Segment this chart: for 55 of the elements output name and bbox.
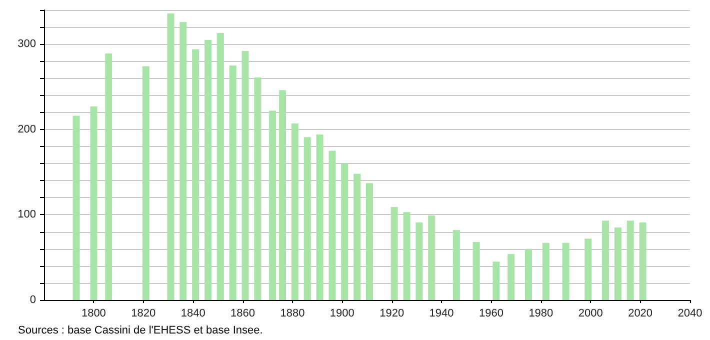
bar (626, 220, 634, 300)
bar (304, 137, 311, 300)
bar (492, 262, 500, 300)
bar (328, 150, 336, 300)
bar (192, 49, 200, 300)
x-tick-label: 1840 (180, 308, 206, 320)
bar (639, 222, 646, 300)
x-tick-label: 2020 (628, 308, 653, 320)
bar (428, 216, 436, 300)
x-tick-label: 2040 (678, 308, 702, 320)
x-tick-label: 1820 (131, 308, 156, 320)
y-tick-label: 200 (18, 123, 36, 136)
x-tick-label: 1860 (230, 308, 256, 320)
bar (390, 207, 398, 300)
bar (316, 134, 324, 300)
x-tick-label: 1920 (380, 308, 404, 320)
bar (72, 116, 80, 300)
x-tick-label: 1800 (81, 308, 106, 320)
bar (472, 242, 480, 300)
bar (204, 40, 212, 300)
bar (167, 13, 174, 300)
bar (354, 174, 361, 300)
bar (366, 183, 373, 300)
bar (216, 33, 224, 300)
bar (269, 110, 276, 300)
y-tick-label: 100 (18, 208, 36, 221)
bar (229, 65, 236, 300)
bar (142, 66, 150, 300)
bar (525, 248, 532, 300)
x-tick-label: 1980 (528, 308, 554, 320)
bar (180, 22, 187, 300)
bar (452, 230, 460, 300)
bar (562, 242, 570, 300)
x-tick-label: 1880 (280, 308, 305, 320)
bar (614, 228, 622, 300)
bar (90, 106, 98, 300)
bar (508, 254, 515, 300)
source-note: Sources : base Cassini de l'EHESS et base Insee. (18, 324, 263, 336)
bar (341, 164, 348, 300)
x-tick-label: 1900 (330, 308, 354, 320)
y-tick-label: 300 (18, 38, 36, 50)
bar (242, 50, 249, 300)
bar (403, 212, 410, 300)
bar (542, 242, 550, 300)
bar (254, 77, 262, 300)
y-tick-label: 0 (30, 294, 36, 306)
bar (416, 222, 423, 300)
x-tick-label: 1940 (429, 308, 454, 320)
bar (584, 238, 592, 300)
x-tick-label: 2000 (578, 308, 603, 320)
bar (279, 90, 286, 300)
bar (105, 54, 112, 300)
x-tick-label: 1960 (478, 308, 504, 320)
bar (602, 220, 610, 300)
bar (291, 123, 298, 300)
